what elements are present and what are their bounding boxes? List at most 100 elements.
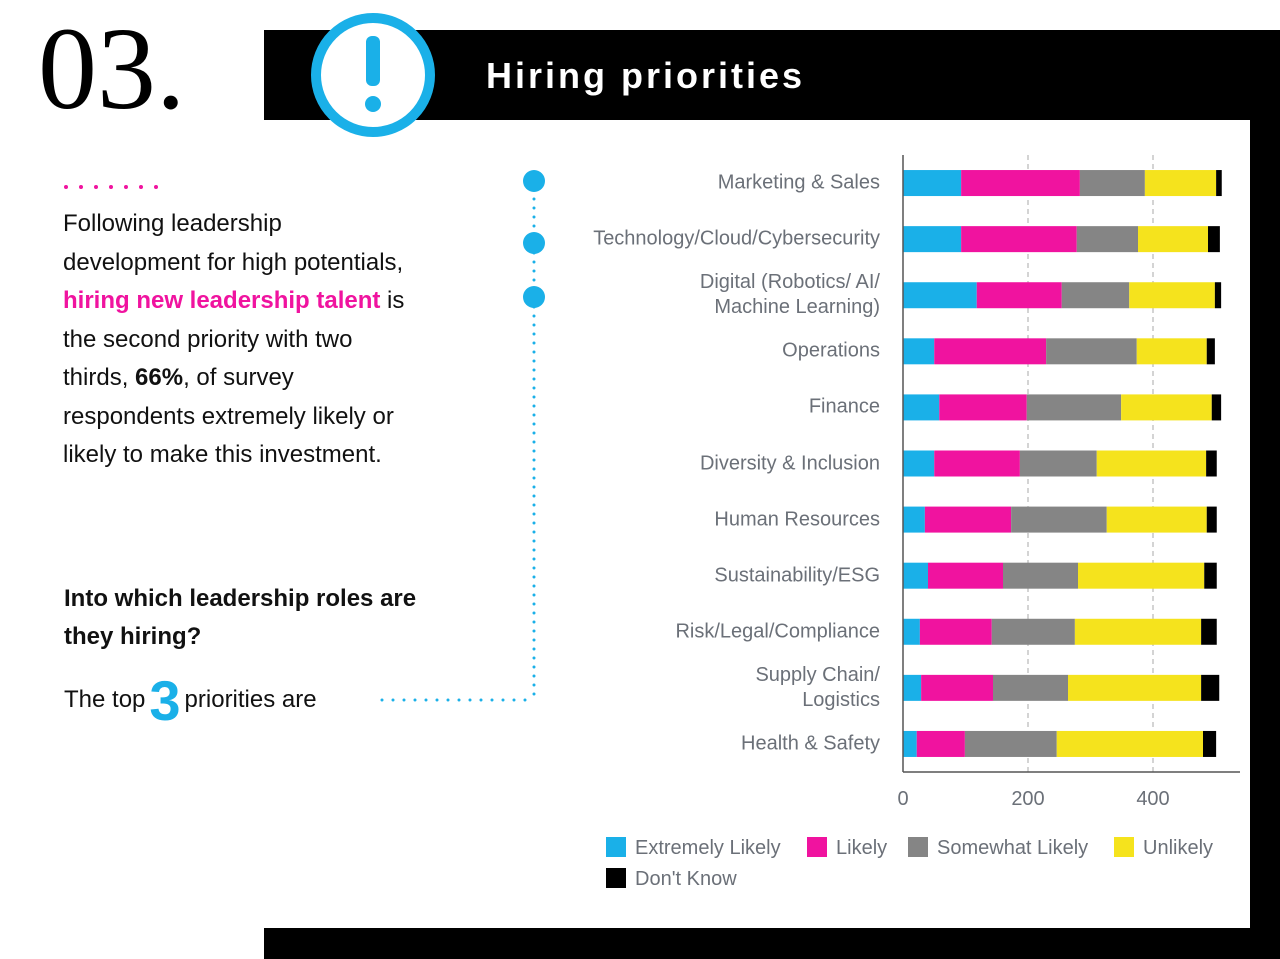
bar-segment <box>916 730 965 757</box>
highlight: hiring new leadership talent <box>63 287 381 314</box>
bar-segment <box>1201 618 1217 645</box>
bar-segment <box>1011 506 1107 533</box>
category-label: Marketing & Sales <box>717 171 880 194</box>
bar-segment <box>1026 394 1122 421</box>
legend-swatch <box>606 837 626 857</box>
bold: 66% <box>135 364 184 391</box>
category-label: Finance <box>808 395 880 418</box>
x-tick-label: 0 <box>897 788 908 810</box>
bar-segment <box>1079 170 1145 197</box>
bar-segment <box>993 674 1068 701</box>
x-tick-label: 400 <box>1136 788 1169 810</box>
category-label: Diversity & Inclusion <box>699 452 880 474</box>
bar-segment <box>1204 562 1217 589</box>
bar-segment <box>903 618 920 645</box>
bar-segment <box>1096 450 1207 477</box>
legend-label: Extremely Likely <box>635 837 781 859</box>
category-label: Supply Chain/ Logistics <box>755 663 880 711</box>
bar-segment <box>1121 394 1212 421</box>
bar-segment <box>1056 730 1203 757</box>
bar-segment <box>1003 562 1078 589</box>
alert-bar <box>366 36 380 86</box>
question: Into which leadership roles are they hir… <box>64 585 417 650</box>
bar-segment <box>1078 562 1205 589</box>
category-label: Technology/Cloud/Cybersecurity <box>593 227 880 250</box>
bar-segment <box>934 450 1020 477</box>
text: , of survey respondents extremely likely… <box>63 364 394 468</box>
bar-segment <box>1074 618 1202 645</box>
text: priorities are <box>184 685 317 713</box>
number: 3 <box>149 669 181 732</box>
legend-label: Unlikely <box>1143 837 1213 859</box>
bar-segment <box>1076 226 1138 253</box>
bar-segment <box>1216 170 1222 197</box>
text: The top <box>64 685 146 713</box>
bar-segment <box>1214 282 1222 309</box>
legend-swatch <box>606 868 626 888</box>
bar-segment <box>1206 338 1215 365</box>
bar-segment <box>903 450 935 477</box>
connector-dot <box>523 170 545 192</box>
bar-segment <box>1068 674 1202 701</box>
text: is the second priority with two thirds, <box>63 287 405 391</box>
alert-dot <box>365 96 381 112</box>
category-label: Risk/Legal/Compliance <box>675 620 880 643</box>
bar-segment <box>903 170 962 197</box>
bar-segment <box>1144 170 1217 197</box>
bar-segment <box>1211 394 1222 421</box>
bar-segment <box>903 562 928 589</box>
bar-segment <box>903 674 922 701</box>
legend-swatch <box>908 837 928 857</box>
category-label: Health & Safety <box>741 732 880 755</box>
bar-segment <box>961 170 1080 197</box>
bar-segment <box>1046 338 1137 365</box>
category-label: Operations <box>782 339 880 362</box>
bar-segment <box>1138 226 1208 253</box>
bar-segment <box>1203 730 1217 757</box>
text: Following leadership development for hig… <box>63 210 404 276</box>
chart: 0 200 400 Extremely Likely Likely Somewhat Li… <box>606 155 1240 890</box>
bar-segment <box>1061 282 1130 309</box>
legend-label: Don't Know <box>635 868 737 890</box>
legend-swatch <box>807 837 827 857</box>
bar-segment <box>1136 338 1207 365</box>
bar-segment <box>903 226 962 253</box>
bar-segment <box>903 338 935 365</box>
bar-segment <box>939 394 1027 421</box>
bar-segment <box>928 562 1003 589</box>
bar-segment <box>964 730 1057 757</box>
bar-segment <box>1208 226 1220 253</box>
bar-segment <box>976 282 1062 309</box>
connector-dot <box>523 286 545 308</box>
category-label: Human Resources <box>714 508 880 531</box>
bar-segment <box>1206 450 1217 477</box>
top-line: The top3 priorities are <box>64 668 317 733</box>
legend-swatch <box>1114 837 1134 857</box>
paragraph: Following leadership development for hig… <box>63 205 413 475</box>
category-label: Sustainability/ESG <box>714 564 880 587</box>
bar-segment <box>903 282 977 309</box>
legend-label: Likely <box>836 837 887 859</box>
bar-segment <box>934 338 1047 365</box>
bar-segment <box>991 618 1075 645</box>
bar-segment <box>924 506 1012 533</box>
x-tick-label: 200 <box>1011 788 1044 810</box>
bar-segment <box>1129 282 1215 309</box>
bar-segment <box>1201 674 1220 701</box>
bar-segment <box>1019 450 1097 477</box>
bar-segment <box>921 674 993 701</box>
category-label: Digital (Robotics/ AI/ Machine Learning) <box>699 271 880 319</box>
section-number: 03. <box>38 3 186 134</box>
bar-segment <box>903 730 917 757</box>
legend-label: Somewhat Likely <box>937 837 1088 859</box>
connector-dot <box>523 232 545 254</box>
bar-segment <box>1106 506 1207 533</box>
bar-segment <box>919 618 992 645</box>
title: Hiring priorities <box>486 55 805 96</box>
bar-segment <box>1206 506 1217 533</box>
bar-segment <box>903 394 940 421</box>
bar-segment <box>903 506 925 533</box>
bar-segment <box>961 226 1077 253</box>
